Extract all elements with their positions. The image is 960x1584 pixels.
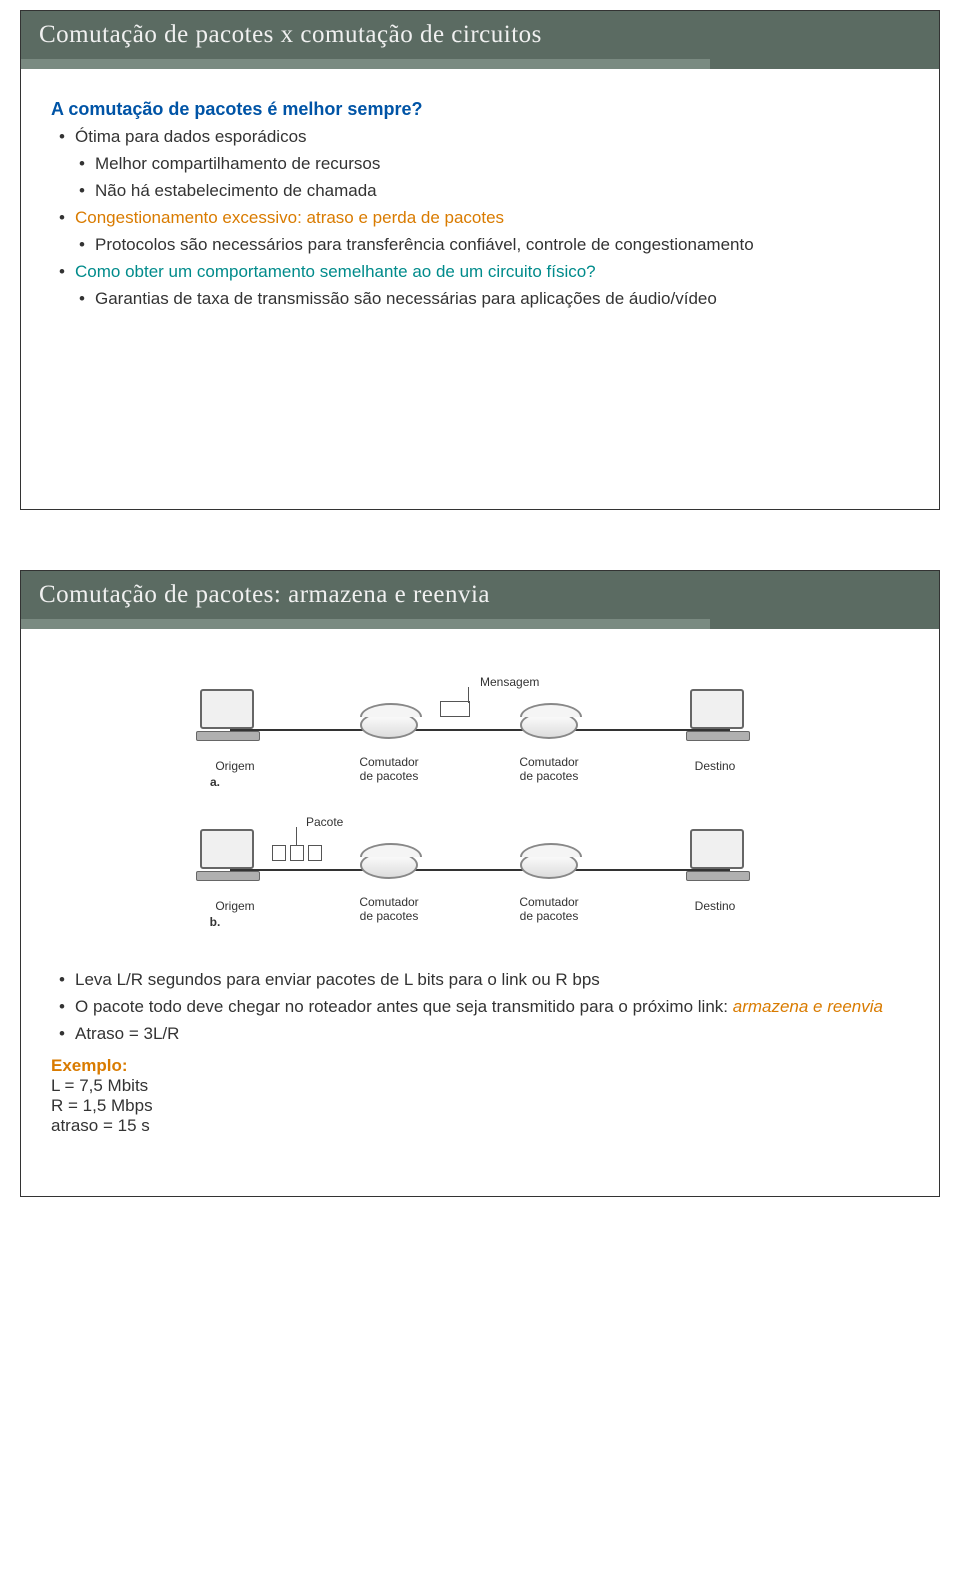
router-icon bbox=[520, 711, 578, 739]
computer-icon bbox=[690, 689, 744, 729]
diagram-label: Destino bbox=[680, 759, 750, 773]
slide-2: Comutação de pacotes: armazena e reenvia bbox=[20, 570, 940, 1197]
bullet-list: Leva L/R segundos para enviar pacotes de… bbox=[51, 969, 909, 1046]
network-diagram: Mensagem Origem a. Comutador de pacotes … bbox=[200, 669, 760, 949]
bullet: Ótima para dados esporádicos bbox=[59, 126, 909, 149]
diagram-label: Origem bbox=[200, 899, 270, 913]
bullet: O pacote todo deve chegar no roteador an… bbox=[59, 996, 909, 1019]
accent-bar bbox=[21, 619, 939, 629]
router-icon bbox=[520, 851, 578, 879]
highlighted-text: Congestionamento excessivo: atraso e per… bbox=[75, 208, 504, 227]
sub-bullet: Protocolos são necessários para transfer… bbox=[79, 234, 909, 257]
diagram-row-b: Pacote Origem b. Comutador de pacotes Co… bbox=[200, 809, 760, 949]
bullet-list: Ótima para dados esporádicos Melhor comp… bbox=[51, 126, 909, 311]
diagram-label: Comutador de pacotes bbox=[348, 755, 430, 783]
example-line: R = 1,5 Mbps bbox=[51, 1096, 909, 1116]
computer-icon bbox=[690, 829, 744, 869]
packet-icon bbox=[290, 845, 304, 861]
sub-bullet: Garantias de taxa de transmissão são nec… bbox=[79, 288, 909, 311]
diagram-label: Destino bbox=[680, 899, 750, 913]
diagram-row-a: Mensagem Origem a. Comutador de pacotes … bbox=[200, 669, 760, 809]
callout-label: Mensagem bbox=[478, 675, 541, 689]
example-line: atraso = 15 s bbox=[51, 1116, 909, 1136]
diagram-label: Comutador de pacotes bbox=[348, 895, 430, 923]
example-line: L = 7,5 Mbits bbox=[51, 1076, 909, 1096]
slide-body: A comutação de pacotes é melhor sempre? … bbox=[21, 69, 939, 509]
bullet: Atraso = 3L/R bbox=[59, 1023, 909, 1046]
question-text: A comutação de pacotes é melhor sempre? bbox=[51, 99, 909, 120]
slide-title: Comutação de pacotes x comutação de circ… bbox=[39, 21, 921, 49]
message-packet bbox=[440, 701, 470, 717]
slide-header: Comutação de pacotes x comutação de circ… bbox=[21, 11, 939, 59]
sub-bullet: Melhor compartilhamento de recursos bbox=[79, 153, 909, 176]
callout-label: Pacote bbox=[304, 815, 345, 829]
slide-header: Comutação de pacotes: armazena e reenvia bbox=[21, 571, 939, 619]
highlighted-text: armazena e reenvia bbox=[733, 997, 883, 1016]
bullet: Congestionamento excessivo: atraso e per… bbox=[59, 207, 909, 230]
sub-bullet: Não há estabelecimento de chamada bbox=[79, 180, 909, 203]
router-icon bbox=[360, 851, 418, 879]
packet-icon bbox=[308, 845, 322, 861]
row-label: a. bbox=[200, 775, 230, 789]
accent-bar bbox=[21, 59, 939, 69]
computer-icon bbox=[200, 829, 254, 869]
diagram-label: Comutador de pacotes bbox=[508, 755, 590, 783]
diagram-label: Origem bbox=[200, 759, 270, 773]
highlighted-text: Como obter um comportamento semelhante a… bbox=[75, 262, 596, 281]
diagram-label: Comutador de pacotes bbox=[508, 895, 590, 923]
bullet: Leva L/R segundos para enviar pacotes de… bbox=[59, 969, 909, 992]
row-label: b. bbox=[200, 915, 230, 929]
example-heading: Exemplo: bbox=[51, 1056, 909, 1076]
slide-1: Comutação de pacotes x comutação de circ… bbox=[20, 10, 940, 510]
computer-icon bbox=[200, 689, 254, 729]
slide-body: Mensagem Origem a. Comutador de pacotes … bbox=[21, 629, 939, 1196]
slide-title: Comutação de pacotes: armazena e reenvia bbox=[39, 581, 921, 609]
router-icon bbox=[360, 711, 418, 739]
packet-icon bbox=[272, 845, 286, 861]
bullet: Como obter um comportamento semelhante a… bbox=[59, 261, 909, 284]
